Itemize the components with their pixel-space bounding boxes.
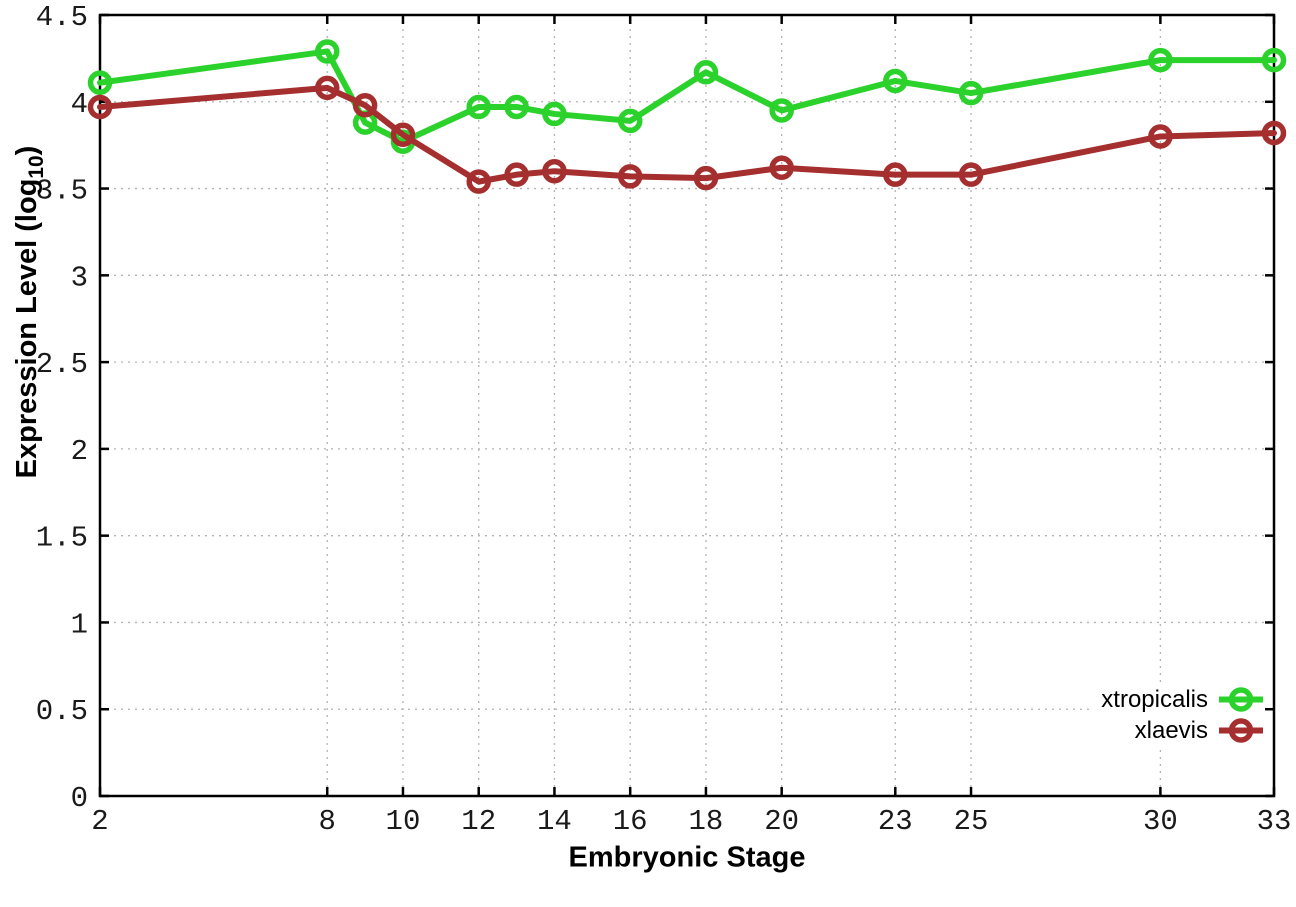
y-axis-title-close: ) <box>11 145 44 156</box>
data-point-xlaevis-13 <box>504 162 529 187</box>
y-tick-label: 1 <box>71 608 88 641</box>
y-tick-label: 2 <box>71 435 88 468</box>
legend-line-marker-icon <box>1219 687 1263 712</box>
x-tick-label: 10 <box>386 805 421 838</box>
x-tick-labels: 2 8 10 12 14 16 18 20 23 25 30 33 <box>91 805 1291 838</box>
data-point-xtropicalis-30 <box>1148 47 1173 73</box>
gridlines <box>99 14 1275 797</box>
x-tick-label: 25 <box>954 805 989 838</box>
y-tick-label: 0 <box>71 782 88 815</box>
x-tick-label: 12 <box>461 805 496 838</box>
x-tick-label: 18 <box>689 805 724 838</box>
y-axis-title: Expression Level (log10) <box>11 146 49 479</box>
x-tick-label: 20 <box>764 805 799 838</box>
y-tick-label: 3.5 <box>36 175 88 208</box>
legend: xtropicalis xlaevis <box>1093 684 1264 746</box>
data-point-xtropicalis-23 <box>883 68 908 94</box>
x-tick-label: 16 <box>613 805 648 838</box>
data-point-xlaevis-8 <box>314 75 340 101</box>
axis-ticks <box>98 13 1276 798</box>
data-point-xtropicalis-2 <box>87 70 113 95</box>
y-tick-label: 0.5 <box>36 695 88 728</box>
data-point-xlaevis-12 <box>466 169 491 194</box>
data-point-xtropicalis-12 <box>466 94 491 120</box>
plot-border <box>98 13 1276 798</box>
data-point-xlaevis-16 <box>617 164 643 189</box>
data-point-xtropicalis-18 <box>693 60 719 85</box>
y-tick-labels: 0 0.5 1 1.5 2 2.5 3 3.5 4 4.5 <box>36 1 88 815</box>
x-tick-label: 23 <box>878 805 913 838</box>
y-tick-label: 4.5 <box>36 1 88 34</box>
series-line-xtropicalis <box>97 48 1277 145</box>
data-point-xlaevis-30 <box>1148 124 1173 149</box>
x-axis-title: Embryonic Stage <box>568 841 806 874</box>
data-point-xlaevis-33 <box>1261 120 1287 146</box>
data-point-xlaevis-10 <box>390 122 416 148</box>
data-point-xlaevis-25 <box>958 162 984 187</box>
data-point-xlaevis-2 <box>87 94 113 120</box>
y-tick-label: 2.5 <box>36 348 88 381</box>
x-tick-label: 30 <box>1143 805 1178 838</box>
x-tick-label: 33 <box>1257 805 1292 838</box>
y-tick-label: 1.5 <box>36 522 88 555</box>
data-point-xtropicalis-8 <box>314 39 340 64</box>
data-point-xlaevis-9 <box>352 92 378 118</box>
data-point-xlaevis-14 <box>542 158 567 184</box>
legend-item-xtropicalis: xtropicalis <box>1101 684 1264 715</box>
y-axis-title-subscript: 10 <box>24 155 48 179</box>
data-point-xlaevis-18 <box>693 165 719 191</box>
data-point-xlaevis-23 <box>883 162 908 187</box>
legend-label-xlaevis: xlaevis <box>1134 716 1208 744</box>
x-tick-label: 8 <box>319 805 336 838</box>
legend-item-xlaevis: xlaevis <box>1101 715 1264 746</box>
data-point-xtropicalis-16 <box>617 108 643 134</box>
data-point-xtropicalis-20 <box>769 98 794 123</box>
data-point-xlaevis-20 <box>769 155 794 180</box>
x-tick-label: 14 <box>537 805 572 838</box>
data-point-xtropicalis-33 <box>1261 47 1287 73</box>
legend-line-marker-icon <box>1219 718 1263 743</box>
y-tick-label: 4 <box>71 88 88 121</box>
y-tick-label: 3 <box>71 261 88 294</box>
legend-label-xtropicalis: xtropicalis <box>1101 685 1208 713</box>
series-xlaevis <box>87 75 1287 194</box>
series-xtropicalis <box>87 39 1287 154</box>
x-tick-label: 2 <box>91 805 108 838</box>
data-point-xtropicalis-13 <box>504 94 529 120</box>
y-axis-title-text: Expression Level (log <box>11 178 44 479</box>
data-point-xtropicalis-25 <box>958 80 984 106</box>
data-point-xtropicalis-14 <box>542 101 567 127</box>
